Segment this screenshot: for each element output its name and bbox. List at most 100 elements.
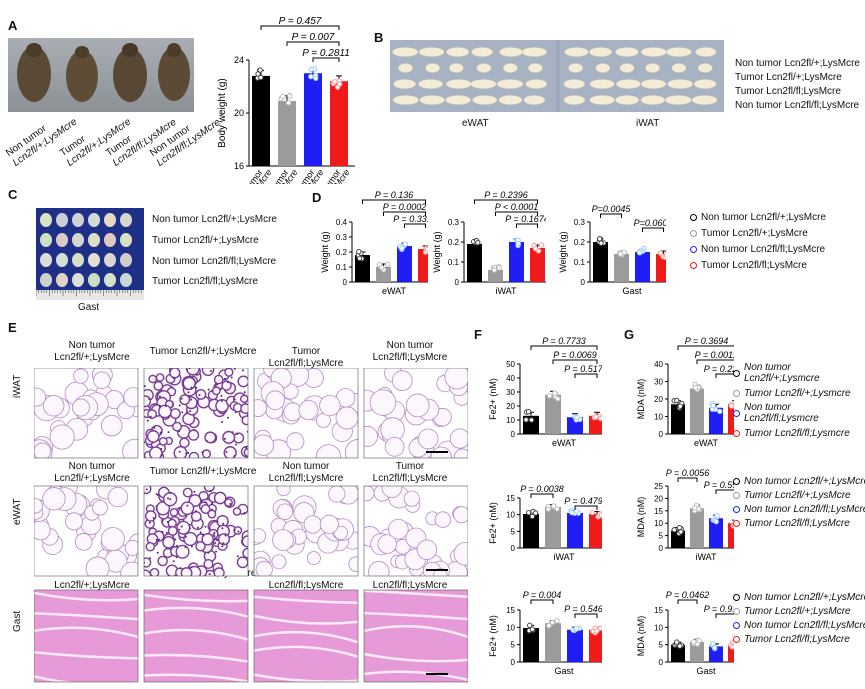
nucleus [227,416,230,419]
adipocyte [201,449,212,458]
tile-border [34,485,139,577]
adipocyte [213,567,225,576]
bar [530,248,545,282]
p-bracket [286,41,340,46]
nucleus [222,522,225,525]
gast-muscle [72,213,84,227]
adipocyte [417,428,439,450]
nucleus [172,377,175,380]
adipocyte [416,539,438,560]
data-point [308,73,314,80]
c-row-1: Non tumor Lcn2fl/+;LysMcre [152,214,277,225]
gast-muscle [104,273,116,287]
adipocyte [34,442,52,458]
e-col1-r2: Non tumor Lcn2fl/+;LysMcre [54,461,130,484]
e-col4-r2: Tumor Lcn2fl/fl;LysMcre [372,461,448,484]
muscle-gap [364,652,468,663]
fat-pad [498,95,523,105]
data-point [332,79,338,85]
bar [467,244,482,282]
nucleus [225,450,228,453]
x-axis-label: Gast [622,286,642,296]
data-point [529,513,536,520]
y-tick-label: 10 [654,623,663,632]
adipocyte [240,403,248,414]
nucleus [178,450,181,453]
data-point [677,403,683,409]
adipocyte [147,409,158,420]
nucleus [179,567,182,570]
nucleus [175,556,178,559]
nucleus [178,404,181,407]
legend-g3-2-label: Tumor Lcn2fl/+;LysMcre [744,606,851,617]
nucleus [204,501,207,504]
fat-pad [448,63,464,73]
nucleus [166,520,169,523]
nucleus [198,393,201,396]
nucleus [178,430,181,433]
y-axis-label: Fe2+ (nM) [488,615,498,657]
nucleus [152,517,155,520]
p-value-label: P = 0.4795 [564,496,602,506]
nucleus [208,573,211,576]
nucleus [159,431,162,434]
fat-pad [589,95,615,105]
x-axis-label: iWAT [496,286,517,296]
gast-muscle [72,253,84,267]
fat-pad [595,63,611,73]
nucleus [180,397,183,400]
adipocyte [101,414,123,437]
adipocyte [92,499,108,516]
data-point [589,509,595,516]
bar [690,641,704,662]
data-point [574,414,580,421]
nucleus [190,386,193,389]
data-point [287,93,293,99]
bar [418,249,428,282]
adipocyte [149,446,163,458]
chart-f-ewat: 0 10 20 30 40 50 Fe2+ (nM) eWAT P = 0.7733 P = 0.… [488,336,602,448]
y-tick-label: 0.2 [336,248,348,257]
muscle-gap [254,614,358,625]
nucleus [148,521,151,524]
nucleus [158,405,161,408]
y-tick-label: 0.1 [336,263,348,272]
adipocyte [217,533,231,546]
adipocyte [120,561,138,576]
nucleus [211,390,214,393]
tile-border [34,368,139,459]
data-point [546,393,553,399]
p-value-label: P = 0.9146 [704,604,734,614]
nucleus [223,437,226,440]
nucleus [155,508,158,511]
p-bracket [552,359,598,364]
adipocyte [148,374,158,384]
nucleus [212,533,215,536]
adipocyte [222,430,236,444]
data-point [621,249,627,255]
nucleus [207,388,210,391]
legend-d-2-label: Tumor Lcn2fl/+;LysMcre [701,228,808,239]
panel-label-c: C [8,187,18,202]
legend-g3-1: Non tumor Lcn2fl/+;LysMcre [733,592,865,603]
adipocyte [73,368,89,384]
bar [671,530,685,548]
legend-g2-3: Non tumor Lcn2fl/fl;LysMcre [733,504,865,515]
legend-d-4: Tumor Lcn2fl/fl;LysMcre [690,260,807,271]
p-bracket [642,227,664,232]
data-point [554,506,560,512]
data-point [385,261,391,268]
data-point [674,639,680,645]
fat-pad [564,47,589,57]
histology-tile [34,590,138,682]
bar [523,628,539,662]
p-value-label: P = 0.0056 [666,468,709,478]
muscle-gap [254,595,358,605]
fat-pad [695,47,717,57]
y-tick-label: 0 [511,544,516,553]
y-tick-label: 40 [654,360,663,369]
data-point [399,245,405,251]
bar [523,514,539,548]
nucleus [234,411,237,414]
adipocyte [213,491,227,505]
